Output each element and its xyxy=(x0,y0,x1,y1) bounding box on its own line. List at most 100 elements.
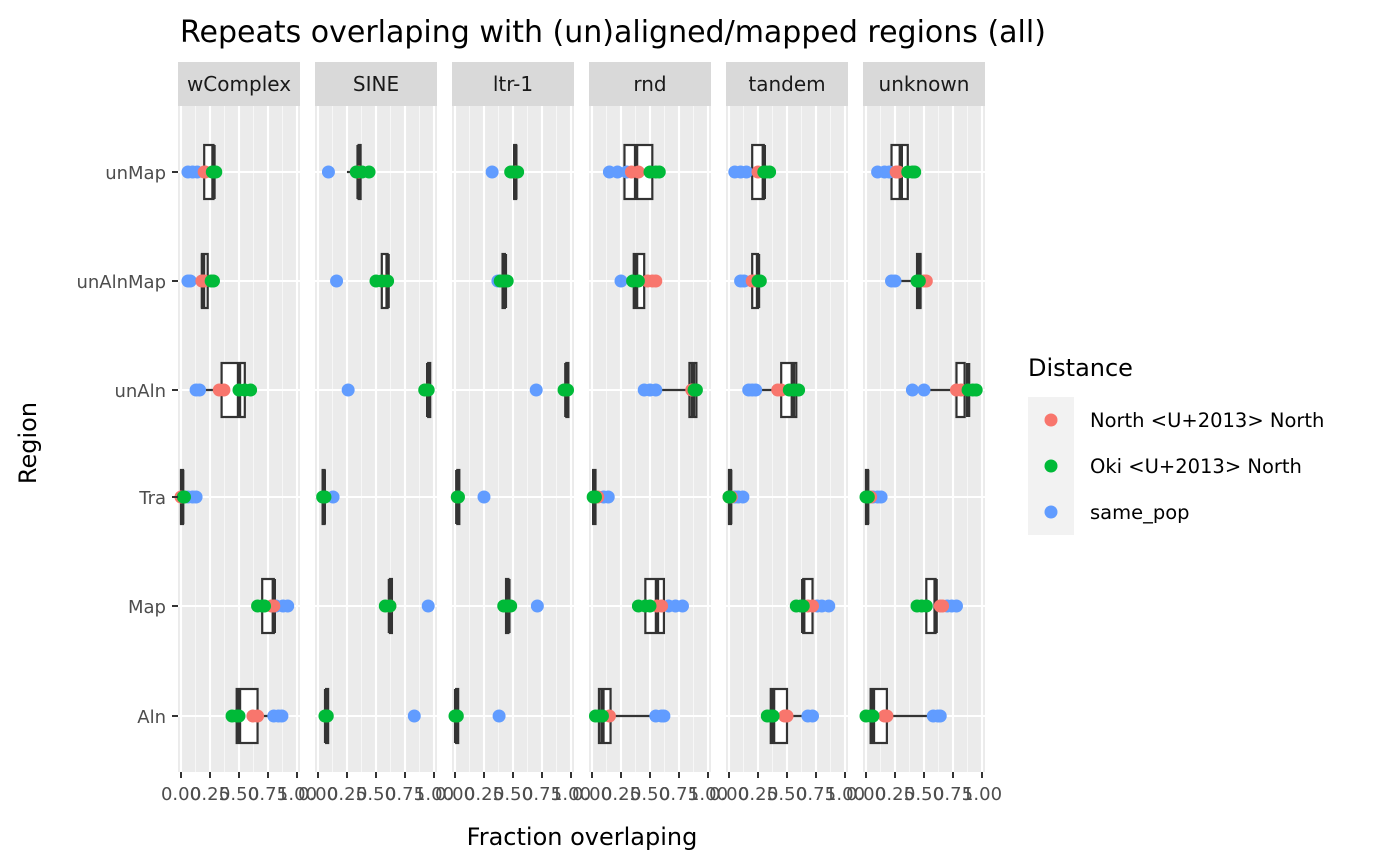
data-point-oki xyxy=(232,709,246,723)
y-tick-label: unAln xyxy=(114,381,166,402)
points-unAlnMap xyxy=(491,274,514,288)
points-unMap xyxy=(728,165,777,179)
x-tick-label: 0.50 xyxy=(630,784,670,805)
data-point-oki xyxy=(595,709,609,723)
data-point-same xyxy=(614,274,628,288)
x-tick-label: 1.00 xyxy=(962,784,1002,805)
points-unAlnMap xyxy=(885,274,933,288)
y-tick-label: Aln xyxy=(137,707,166,728)
x-tick-label: 0.25 xyxy=(464,784,504,805)
data-point-oki xyxy=(588,490,602,504)
data-point-same xyxy=(530,599,544,613)
data-point-oki xyxy=(421,383,435,397)
facet-strip xyxy=(315,62,437,106)
data-point-oki xyxy=(362,165,376,179)
data-point-north xyxy=(631,165,645,179)
x-tick-label: 0.00 xyxy=(298,784,338,805)
x-tick-label: 1.00 xyxy=(688,784,728,805)
points-unAln xyxy=(742,383,806,397)
y-tick-label: unAlnMap xyxy=(76,272,166,293)
data-point-oki xyxy=(318,490,332,504)
data-point-same xyxy=(806,709,820,723)
x-tick-label: 0.00 xyxy=(435,784,475,805)
points-unAlnMap xyxy=(734,274,767,288)
x-tick-label: 0.25 xyxy=(601,784,641,805)
data-point-oki xyxy=(561,383,575,397)
x-tick-label: 0.50 xyxy=(356,784,396,805)
data-point-same xyxy=(736,490,750,504)
facet-strip xyxy=(863,62,985,106)
data-point-same xyxy=(321,165,335,179)
points-Tra xyxy=(316,490,340,504)
y-tick-label: unMap xyxy=(105,163,166,184)
x-tick-label: 1.00 xyxy=(414,784,454,805)
data-point-oki xyxy=(766,709,780,723)
data-point-same xyxy=(611,165,625,179)
data-point-oki xyxy=(504,599,518,613)
data-point-same xyxy=(601,490,615,504)
x-tick-label: 0.25 xyxy=(875,784,915,805)
data-point-oki xyxy=(908,165,922,179)
facet-strip-label: SINE xyxy=(353,72,399,96)
points-unMap xyxy=(602,165,666,179)
chart-title: Repeats overlaping with (un)aligned/mapp… xyxy=(180,15,1046,50)
data-point-same xyxy=(529,383,543,397)
points-unAln xyxy=(637,383,703,397)
x-tick-label: 0.00 xyxy=(161,784,201,805)
facet-strip xyxy=(589,62,711,106)
data-point-same xyxy=(407,709,421,723)
data-point-same xyxy=(649,383,663,397)
data-point-oki xyxy=(451,490,465,504)
data-point-oki xyxy=(511,165,525,179)
x-tick-label: 0.00 xyxy=(846,784,886,805)
x-tick-label: 0.00 xyxy=(709,784,749,805)
data-point-north xyxy=(936,599,950,613)
data-point-oki xyxy=(381,274,395,288)
points-unAln xyxy=(905,383,983,397)
data-point-oki xyxy=(643,599,657,613)
x-tick-label: 1.00 xyxy=(825,784,865,805)
facet-panel-unknown: unknown 0.000.250.500.751.00 xyxy=(846,62,1002,805)
points-Map xyxy=(631,599,689,613)
data-point-north xyxy=(880,709,894,723)
points-Map xyxy=(378,599,435,613)
data-point-oki xyxy=(320,709,334,723)
data-point-oki xyxy=(258,599,272,613)
data-point-oki xyxy=(631,274,645,288)
points-Aln xyxy=(448,709,506,723)
x-tick-label: 1.00 xyxy=(551,784,591,805)
facet-panel-rnd: rnd 0.000.250.500.751.00 xyxy=(572,62,728,805)
data-point-same xyxy=(421,599,435,613)
facet-strip-label: ltr-1 xyxy=(493,72,533,96)
legend-key-dot xyxy=(1044,413,1058,427)
data-point-same xyxy=(888,274,902,288)
y-tick-label: Tra xyxy=(138,488,166,509)
points-unAln xyxy=(529,383,575,397)
data-point-same xyxy=(739,165,753,179)
x-tick-label: 0.50 xyxy=(904,784,944,805)
y-axis: unMap unAlnMap unAln Tra Map Aln xyxy=(76,163,178,728)
points-unMap xyxy=(871,165,922,179)
y-axis-title: Region xyxy=(14,402,42,484)
x-axis-title: Fraction overlaping xyxy=(467,823,698,851)
legend-key-dot xyxy=(1044,459,1058,473)
data-point-same xyxy=(949,599,963,613)
facet-strip xyxy=(452,62,574,106)
data-point-oki xyxy=(450,709,464,723)
data-point-oki xyxy=(919,599,933,613)
data-point-same xyxy=(275,709,289,723)
data-point-same xyxy=(193,383,207,397)
data-point-oki xyxy=(244,383,258,397)
facet-strip-label: tandem xyxy=(748,72,825,96)
points-unAlnMap xyxy=(330,274,395,288)
points-Aln xyxy=(859,709,947,723)
data-point-north xyxy=(806,599,820,613)
points-unAlnMap xyxy=(181,274,220,288)
x-tick-label: 0.00 xyxy=(572,784,612,805)
points-Tra xyxy=(174,490,203,504)
points-Map xyxy=(251,599,295,613)
legend-label: Oki <U+2013> North xyxy=(1090,455,1302,478)
data-point-oki xyxy=(689,383,703,397)
data-point-north xyxy=(780,709,794,723)
